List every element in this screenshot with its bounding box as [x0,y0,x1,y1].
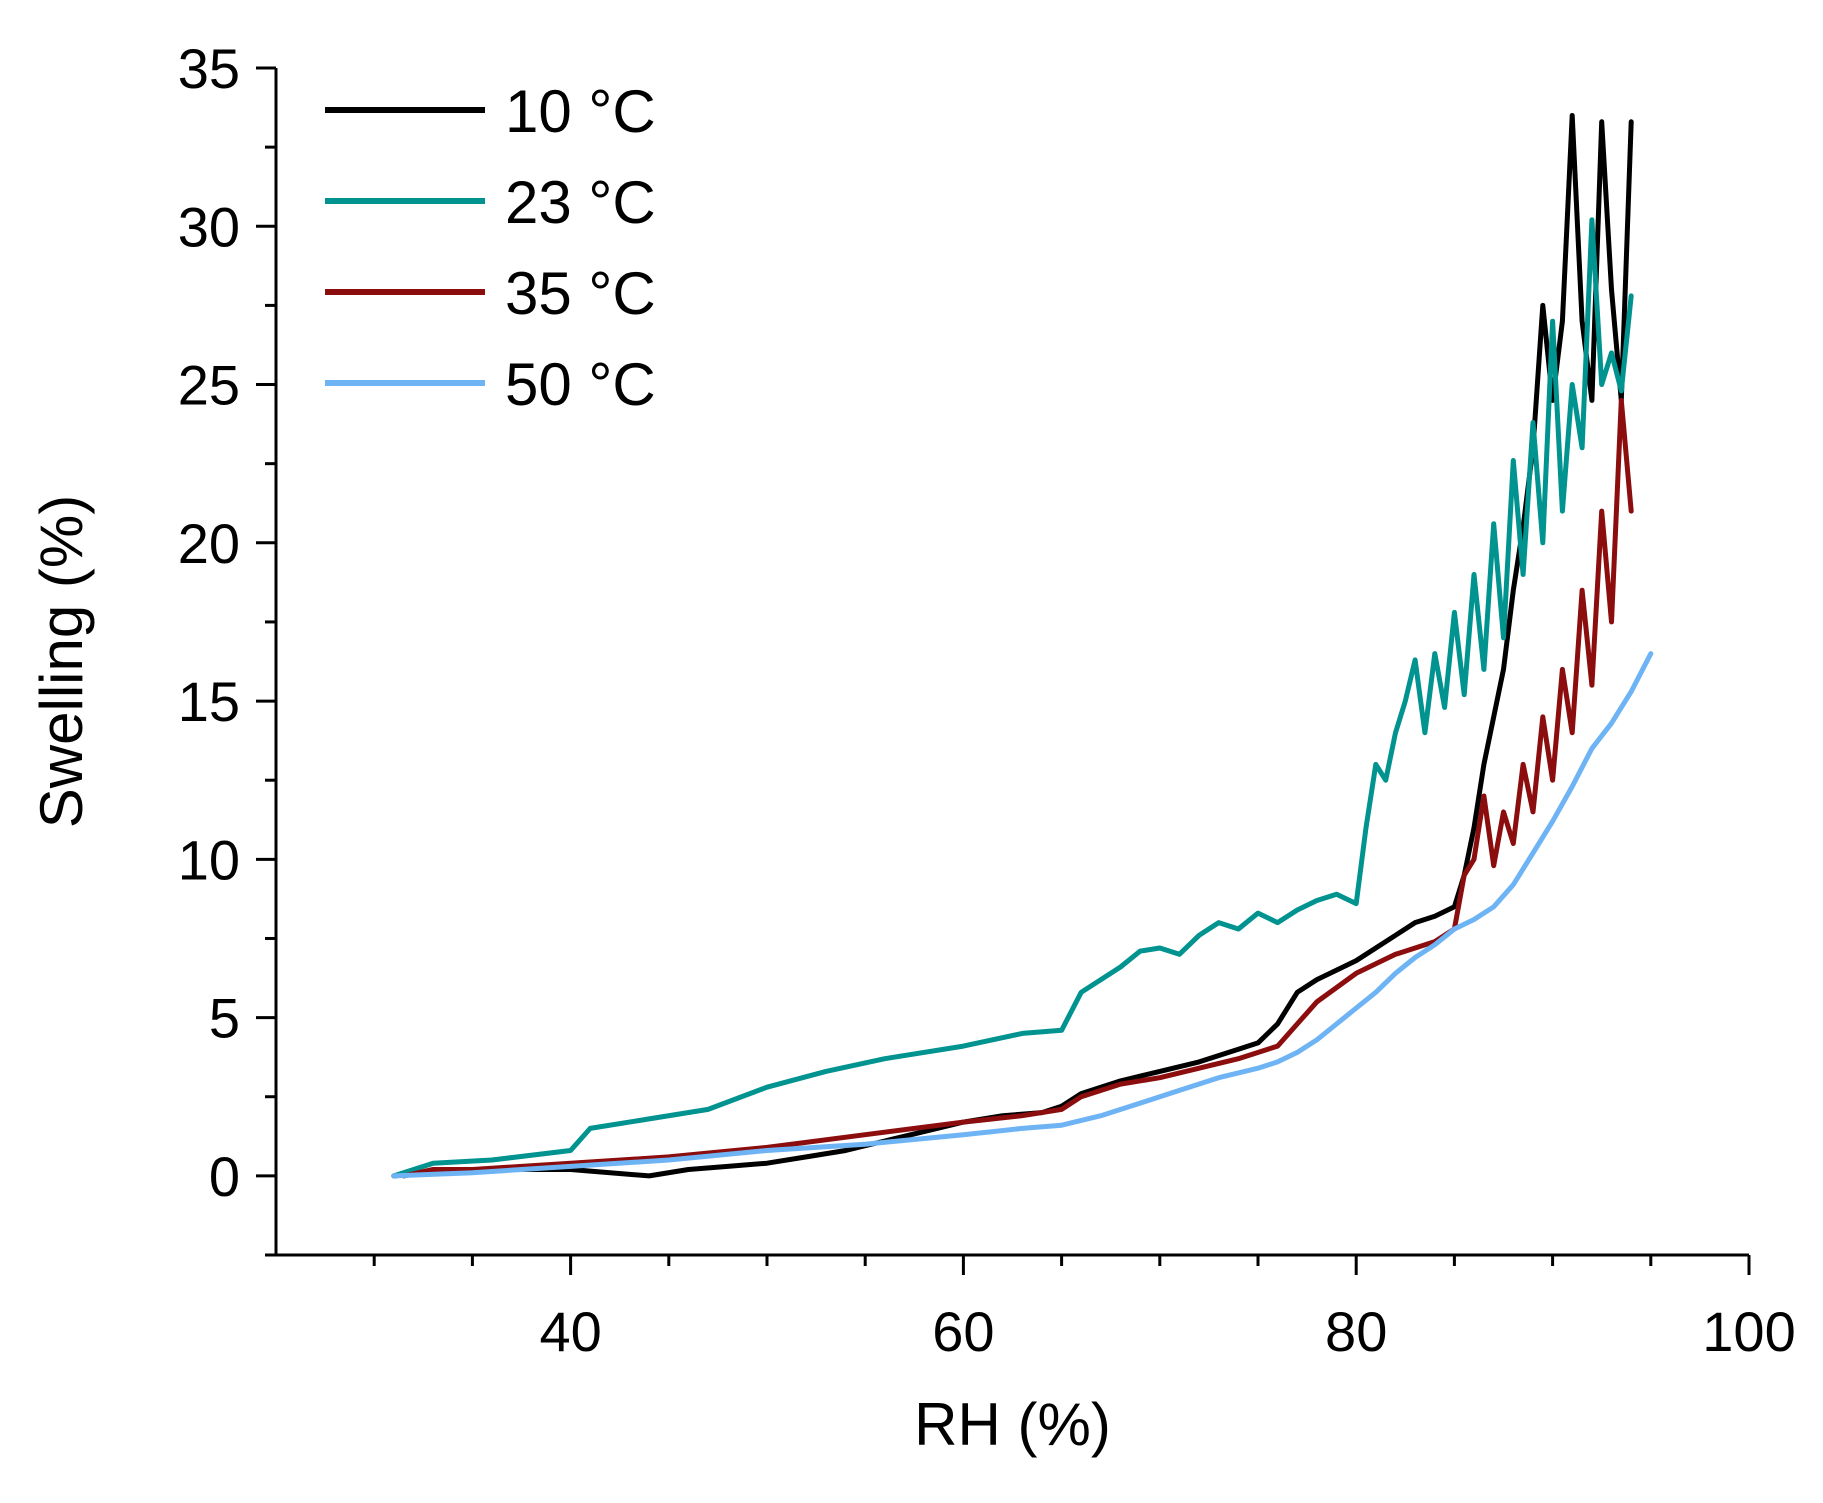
x-tick-label: 80 [1325,1300,1387,1363]
legend-label-1: 10 °C [505,78,656,145]
y-tick-label: 5 [209,987,240,1050]
y-tick-label: 25 [178,354,240,417]
legend: 10 °C 23 °C 35 °C 50 °C [325,78,656,418]
y-tick-label: 35 [178,37,240,100]
axes-group: 0 5 10 15 20 25 30 35 40 60 80 100 RH (%) Swelling (%… [28,37,1796,1458]
x-axis-title: RH (%) [914,1391,1111,1458]
y-tick-label: 30 [178,195,240,258]
x-tick-label: 60 [932,1300,994,1363]
y-tick-label: 10 [178,828,240,891]
y-tick-label: 20 [178,512,240,575]
y-tick-label: 15 [178,670,240,733]
plot-series-group [391,113,1654,1179]
y-tick-label: 0 [209,1145,240,1208]
y-axis-title: Swelling (%) [28,495,95,828]
legend-label-2: 23 °C [505,169,656,236]
series-line-3 [401,397,1634,1179]
x-tick-label: 40 [539,1300,601,1363]
series-line-2 [391,217,1634,1179]
series-line-4 [391,651,1654,1179]
x-tick-label: 100 [1702,1300,1795,1363]
legend-label-4: 50 °C [505,351,656,418]
legend-label-3: 35 °C [505,260,656,327]
